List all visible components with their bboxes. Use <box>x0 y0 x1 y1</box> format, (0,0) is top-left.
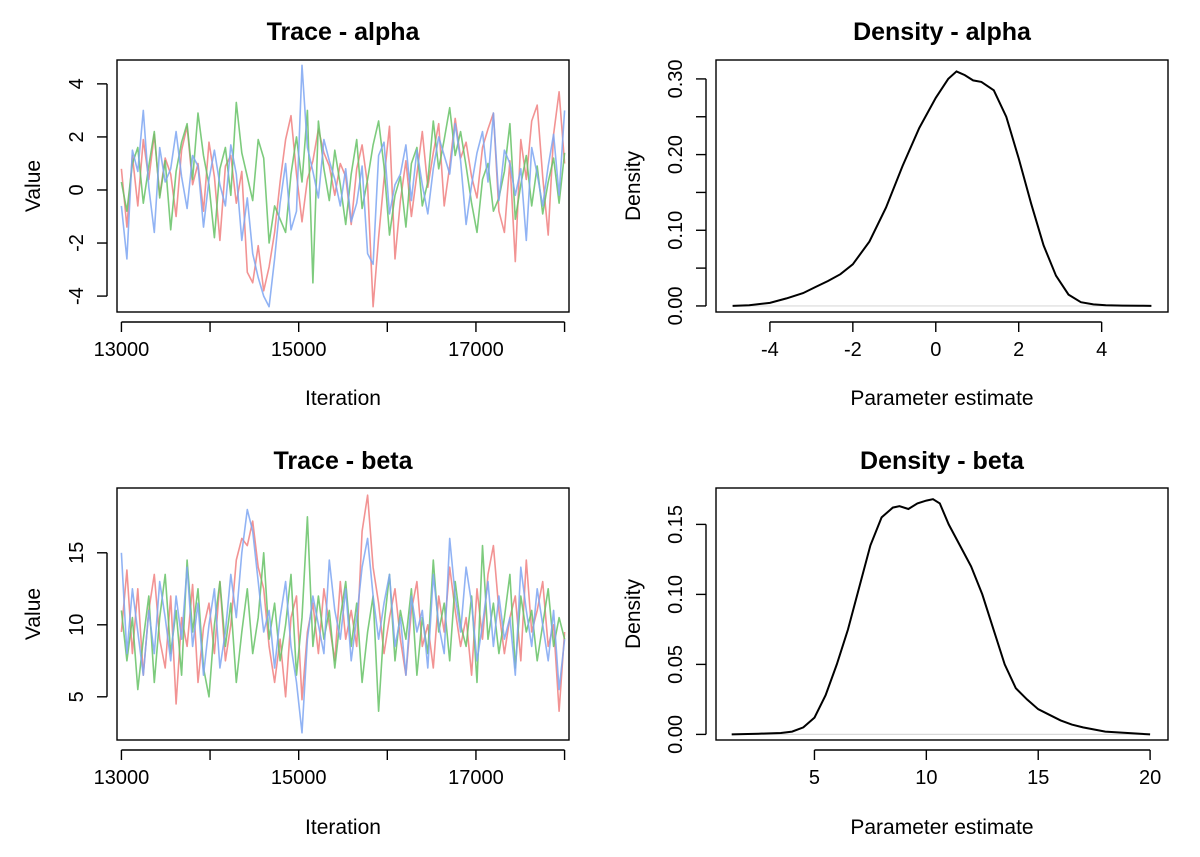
density_beta-y-tick-label: 0.05 <box>665 645 687 684</box>
trace-alpha-series-group <box>120 64 566 308</box>
density-alpha-x-axis: -4 -2 0 2 4 <box>761 321 1107 361</box>
trace_alpha-x-tick-label: 17000 <box>448 339 504 361</box>
trace_alpha-y-tick-label: 4 <box>66 78 88 89</box>
trace-alpha-ylabel: Value <box>22 160 45 212</box>
trace_alpha-x-tick-label: 13000 <box>94 339 150 361</box>
trace-beta-plot-frame <box>116 487 570 741</box>
trace_beta-y-tick-label: 10 <box>66 614 88 636</box>
trace-alpha-y-axis: -4 -2 0 2 4 <box>66 78 108 305</box>
density_alpha-y-tick-label: 0.10 <box>665 211 687 250</box>
density-alpha-ylabel: Density <box>622 150 645 221</box>
trace-beta-panel: Trace - beta 13000 15000 17000 5 10 15 Itera… <box>22 447 570 839</box>
density-alpha-panel: Density - alpha -4 -2 0 2 4 0.00 0.10 0.20 0.30… <box>622 18 1169 410</box>
trace_alpha-chain-2-line <box>120 101 566 284</box>
density_beta-x-tick-label: 10 <box>915 767 937 789</box>
density_beta-y-tick-label: 0.10 <box>665 575 687 614</box>
density_alpha-x-tick-label: -4 <box>761 339 779 361</box>
trace-beta-y-axis: 5 10 15 <box>66 542 108 702</box>
density_alpha-y-tick-label: 0.30 <box>665 59 687 98</box>
trace_alpha-chain-1-line <box>120 91 566 308</box>
density_beta-x-tick-label: 5 <box>809 767 820 789</box>
trace_beta-x-tick-label: 15000 <box>271 767 327 789</box>
trace_beta-x-tick-label: 17000 <box>448 767 504 789</box>
trace_alpha-y-tick-label: -4 <box>66 287 88 305</box>
density_beta-y-tick-label: 0.00 <box>665 715 687 754</box>
trace_beta-chain-3-line <box>120 508 566 734</box>
density_alpha-x-tick-label: 0 <box>930 339 941 361</box>
trace_beta-x-tick-label: 13000 <box>94 767 150 789</box>
density_beta-x-tick-label: 20 <box>1139 767 1161 789</box>
density_alpha-x-tick-label: 4 <box>1096 339 1107 361</box>
density-alpha-xlabel: Parameter estimate <box>850 387 1033 410</box>
density_alpha-y-tick-label: 0.00 <box>665 286 687 325</box>
density-beta-panel: Density - beta 5 10 15 20 0.000.050.100.15 … <box>622 447 1169 839</box>
trace_alpha-x-tick-label: 15000 <box>271 339 327 361</box>
trace-beta-title: Trace - beta <box>274 447 414 475</box>
trace_beta-y-tick-label: 15 <box>66 542 88 564</box>
density-beta-curve-group <box>731 498 1151 736</box>
trace-beta-ylabel: Value <box>22 588 45 640</box>
density_alpha-x-tick-label: -2 <box>844 339 862 361</box>
density-alpha-y-axis: 0.00 0.10 0.20 0.30 <box>665 59 707 325</box>
trace-beta-xlabel: Iteration <box>305 816 381 839</box>
trace-alpha-title: Trace - alpha <box>267 18 421 46</box>
density_beta-y-tick-label: 0.15 <box>665 505 687 544</box>
density-beta-ylabel: Density <box>622 578 645 649</box>
trace-alpha-xlabel: Iteration <box>305 387 381 410</box>
density_beta-x-tick-label: 15 <box>1027 767 1049 789</box>
trace_alpha-y-tick-label: 0 <box>66 184 88 195</box>
density_alpha-y-tick-label: 0.20 <box>665 135 687 174</box>
density-beta-title: Density - beta <box>860 447 1025 475</box>
density-beta-x-axis: 5 10 15 20 <box>809 749 1161 789</box>
density-beta-y-axis: 0.00 0.05 0.10 0.15 <box>665 505 707 754</box>
trace-alpha-plot-frame <box>116 59 570 313</box>
density_beta-density-curve <box>731 498 1151 736</box>
density-alpha-title: Density - alpha <box>853 18 1032 46</box>
trace-beta-x-axis: 13000 15000 17000 <box>94 749 566 789</box>
density-alpha-curve-group <box>732 70 1152 307</box>
density_alpha-density-curve <box>732 70 1152 307</box>
trace_alpha-y-tick-label: -2 <box>66 234 88 252</box>
trace-beta-series-group <box>120 494 566 734</box>
density-beta-plot-frame <box>715 487 1169 741</box>
trace-alpha-panel: Trace - alpha 13000 15000 17000 -4 -2 0 2 4 It… <box>22 18 570 410</box>
trace-alpha-x-axis: 13000 15000 17000 <box>94 321 566 361</box>
density_alpha-x-tick-label: 2 <box>1013 339 1024 361</box>
trace_beta-y-tick-label: 5 <box>66 691 88 702</box>
density-alpha-plot-frame <box>715 59 1169 313</box>
density-beta-xlabel: Parameter estimate <box>850 816 1033 839</box>
trace_alpha-y-tick-label: 2 <box>66 131 88 142</box>
trace_alpha-chain-3-line <box>120 64 566 308</box>
